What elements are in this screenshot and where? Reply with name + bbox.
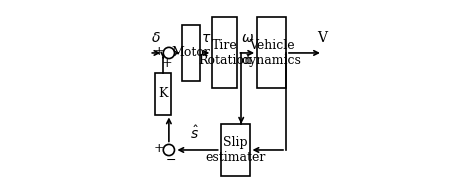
Text: K: K [158, 87, 168, 101]
Text: $\omega$: $\omega$ [241, 31, 254, 45]
Circle shape [163, 47, 174, 58]
FancyBboxPatch shape [182, 25, 200, 81]
Text: +: + [153, 45, 164, 58]
Circle shape [163, 144, 174, 156]
Text: Motor: Motor [172, 46, 211, 59]
Text: +: + [162, 57, 173, 70]
Text: Vehicle
dynamics: Vehicle dynamics [242, 39, 301, 67]
Text: −: − [166, 154, 176, 167]
FancyBboxPatch shape [212, 17, 237, 88]
Text: Tire
Rotation: Tire Rotation [198, 39, 252, 67]
Text: V: V [317, 30, 327, 45]
Text: $\tau$: $\tau$ [201, 31, 211, 45]
FancyBboxPatch shape [221, 124, 250, 176]
Text: $\delta$: $\delta$ [151, 30, 161, 45]
FancyBboxPatch shape [155, 74, 171, 114]
Text: Slip
estimater: Slip estimater [205, 136, 265, 164]
FancyBboxPatch shape [257, 17, 286, 88]
Text: +: + [153, 142, 164, 155]
Text: $\hat{s}$: $\hat{s}$ [190, 124, 200, 142]
